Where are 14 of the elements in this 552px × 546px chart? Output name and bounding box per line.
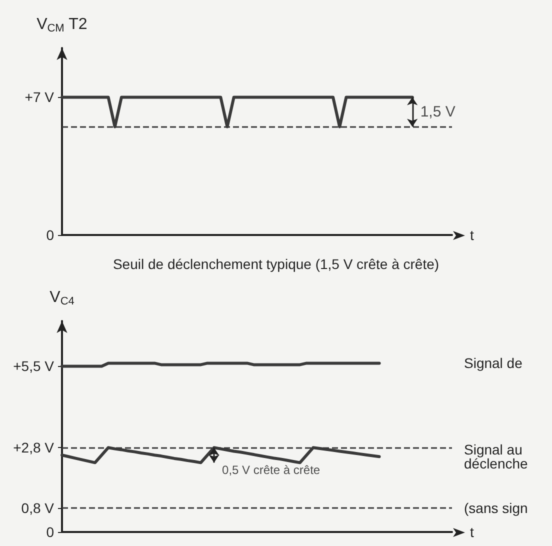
x-axis-title: t <box>470 524 474 540</box>
ref-line-label: (sans sign <box>464 500 528 516</box>
y-tick-label: +2,8 V <box>13 440 55 456</box>
y-tick-label: 0,8 V <box>21 500 55 516</box>
y-tick-label: +7 V <box>24 89 55 106</box>
annotation: 0,5 V crête à crête <box>222 463 320 478</box>
text: Signal au déclenche <box>464 442 528 472</box>
annotation: 1,5 V <box>420 103 456 120</box>
y-tick-label: 0 <box>46 524 54 540</box>
x-axis-title: t <box>470 227 474 243</box>
text: Seuil de déclenchement typique (1,5 V crête à crête) <box>112 256 440 272</box>
y-tick-label: +5,5 V <box>13 358 55 374</box>
y-tick-label: 0 <box>46 227 54 243</box>
text: Signal de <box>464 355 523 372</box>
